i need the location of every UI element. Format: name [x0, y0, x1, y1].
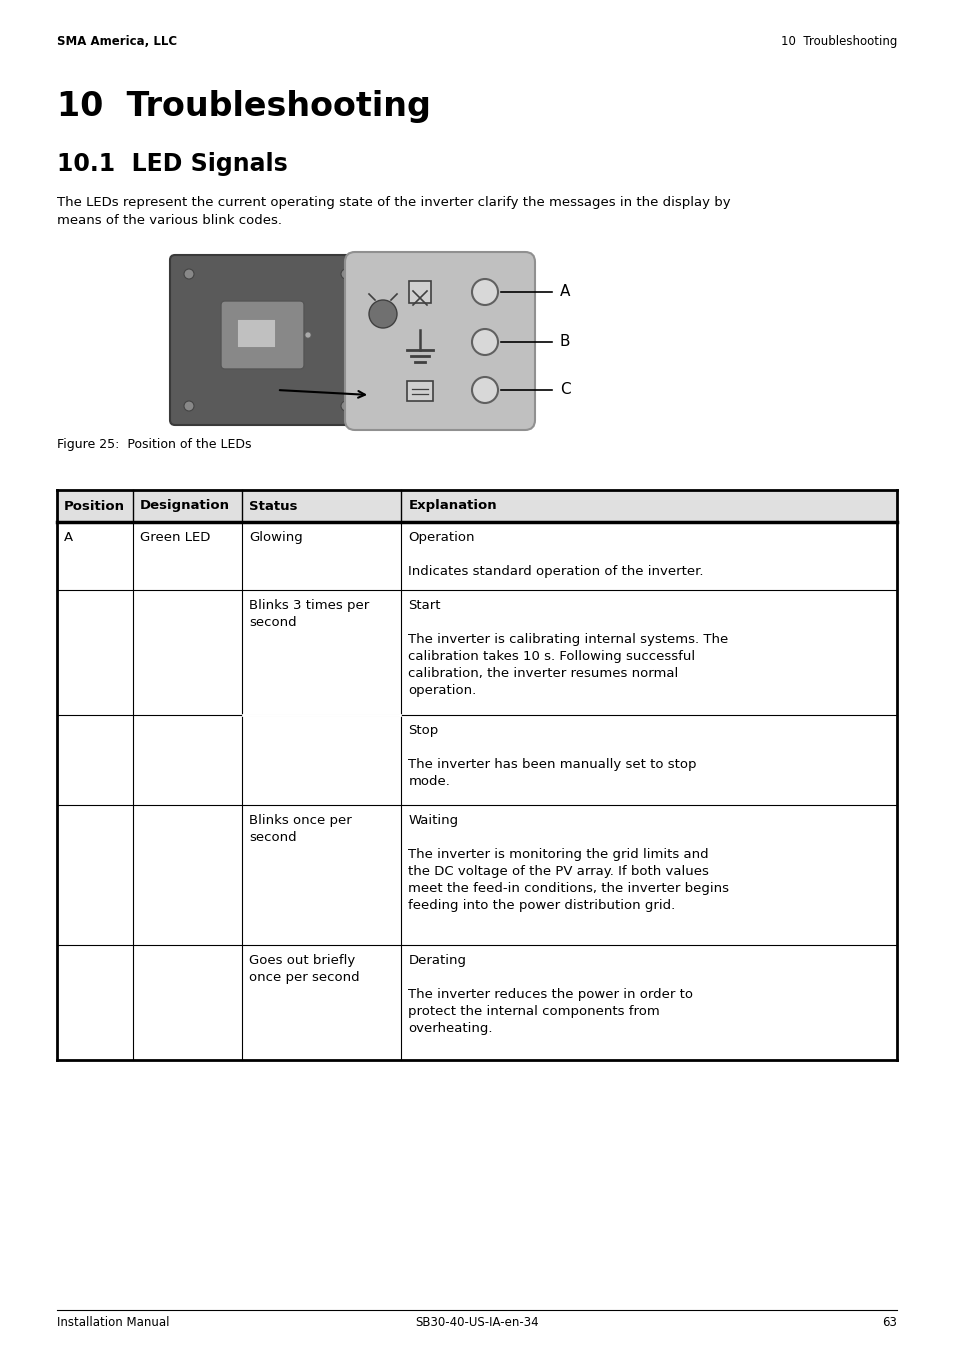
Text: 10  Troubleshooting: 10 Troubleshooting	[780, 35, 896, 49]
Bar	[236, 319, 274, 347]
Text: SMA America, LLC: SMA America, LLC	[57, 35, 177, 49]
Text: Glowing: Glowing	[249, 531, 302, 544]
Text: Blinks 3 times per
second: Blinks 3 times per second	[249, 599, 369, 629]
Text: 63: 63	[882, 1315, 896, 1329]
FancyBboxPatch shape	[221, 301, 304, 369]
Text: Derating

The inverter reduces the power in order to
protect the internal compon: Derating The inverter reduces the power …	[408, 955, 693, 1036]
Circle shape	[340, 402, 351, 411]
Text: A: A	[64, 531, 73, 544]
Circle shape	[472, 329, 497, 356]
Text: Waiting

The inverter is monitoring the grid limits and
the DC voltage of the PV: Waiting The inverter is monitoring the g…	[408, 814, 729, 913]
Circle shape	[184, 269, 193, 279]
Text: Goes out briefly
once per second: Goes out briefly once per second	[249, 955, 359, 984]
Text: Operation

Indicates standard operation of the inverter.: Operation Indicates standard operation o…	[408, 531, 703, 579]
Text: Designation: Designation	[139, 499, 230, 512]
Text: 10.1  LED Signals: 10.1 LED Signals	[57, 151, 288, 176]
Text: Figure 25:  Position of the LEDs: Figure 25: Position of the LEDs	[57, 438, 252, 452]
Text: The LEDs represent the current operating state of the inverter clarify the messa: The LEDs represent the current operating…	[57, 196, 730, 227]
Text: A: A	[559, 284, 570, 300]
Text: Position: Position	[64, 499, 125, 512]
FancyBboxPatch shape	[345, 251, 535, 430]
Text: 10  Troubleshooting: 10 Troubleshooting	[57, 91, 431, 123]
Circle shape	[369, 300, 396, 329]
Text: B: B	[559, 334, 570, 350]
Circle shape	[472, 279, 497, 306]
Text: Stop

The inverter has been manually set to stop
mode.: Stop The inverter has been manually set …	[408, 725, 697, 788]
Circle shape	[305, 333, 311, 338]
FancyBboxPatch shape	[170, 256, 365, 425]
Circle shape	[340, 269, 351, 279]
Text: Explanation: Explanation	[408, 499, 497, 512]
Text: Blinks once per
second: Blinks once per second	[249, 814, 352, 844]
Text: Start

The inverter is calibrating internal systems. The
calibration takes 10 s.: Start The inverter is calibrating intern…	[408, 599, 728, 698]
Bar	[407, 381, 433, 402]
Circle shape	[472, 377, 497, 403]
Bar	[57, 489, 896, 522]
Bar	[409, 281, 431, 303]
Text: SB30-40-US-IA-en-34: SB30-40-US-IA-en-34	[415, 1315, 538, 1329]
Text: Status: Status	[249, 499, 297, 512]
Text: C: C	[559, 383, 570, 397]
Text: Installation Manual: Installation Manual	[57, 1315, 170, 1329]
Circle shape	[184, 402, 193, 411]
Text: Green LED: Green LED	[139, 531, 210, 544]
